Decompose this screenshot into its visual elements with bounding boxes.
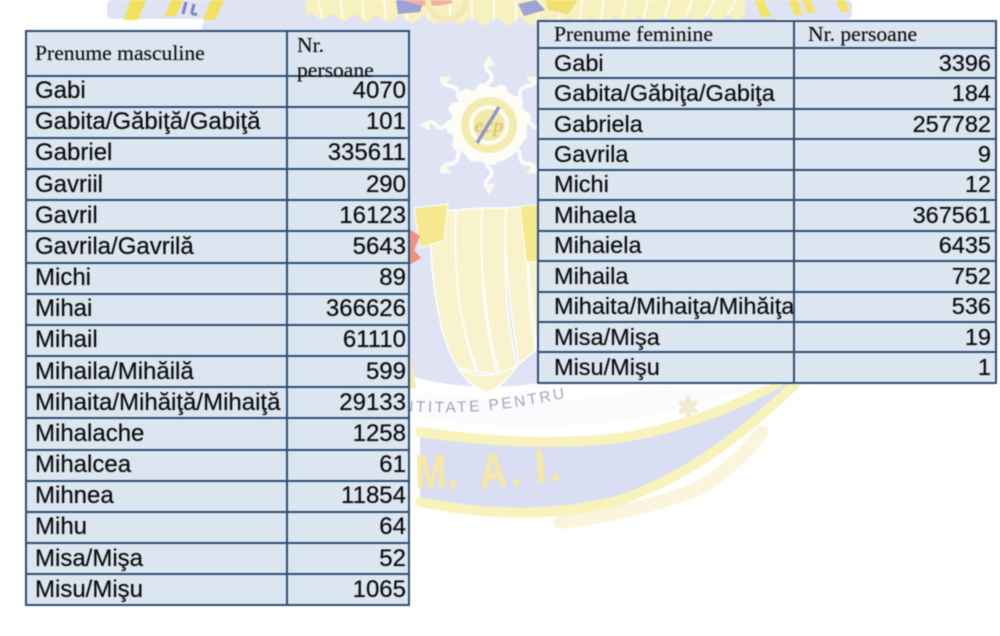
svg-text:A: A	[478, 444, 508, 499]
svg-text:.: .	[447, 446, 458, 500]
svg-text:M: M	[415, 445, 447, 499]
svg-text:.: .	[510, 443, 523, 497]
